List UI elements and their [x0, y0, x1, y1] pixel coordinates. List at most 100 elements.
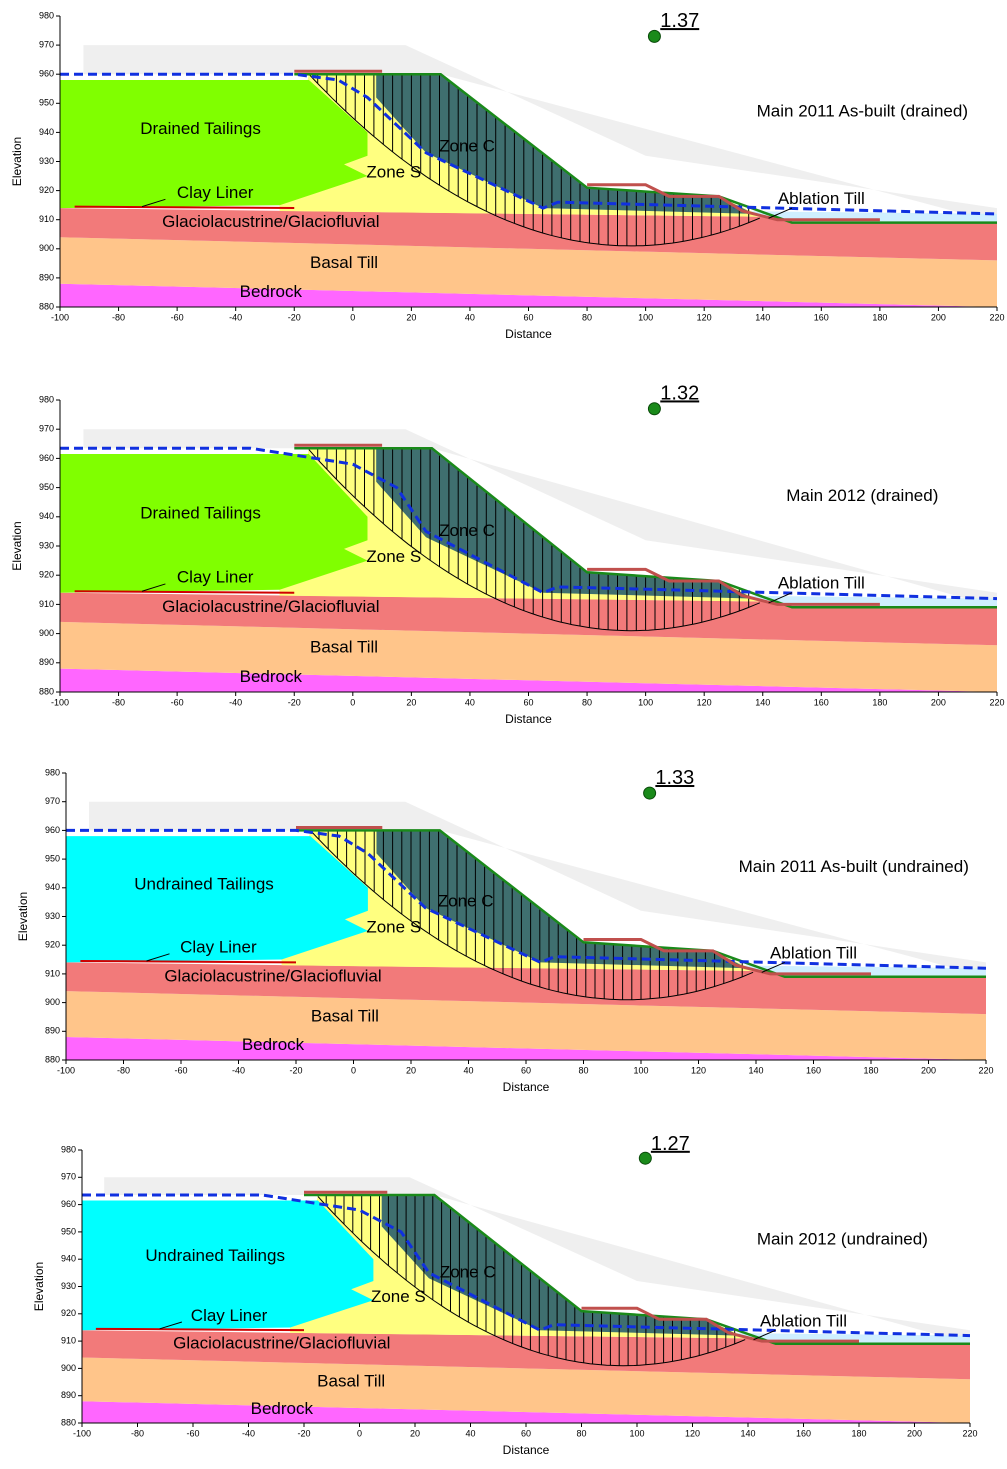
y-tick-label: 890 — [39, 657, 54, 667]
y-tick-label: 980 — [45, 767, 60, 777]
y-tick-label: 950 — [39, 482, 54, 492]
x-tick-label: -40 — [242, 1428, 255, 1438]
x-tick-label: -20 — [288, 312, 301, 322]
x-tick-label: 220 — [989, 312, 1004, 322]
x-tick-label: 160 — [806, 1065, 821, 1075]
x-tick-label: -40 — [229, 697, 242, 707]
slip-center — [644, 787, 656, 799]
layer-label: Clay Liner — [177, 568, 254, 587]
layer-label: Zone C — [439, 136, 495, 155]
x-tick-label: 40 — [465, 697, 475, 707]
y-axis-label: Elevation — [10, 137, 24, 186]
x-tick-label: 20 — [410, 1428, 420, 1438]
x-tick-label: 60 — [521, 1065, 531, 1075]
layer-label: Zone C — [439, 521, 495, 540]
y-tick-label: 910 — [39, 214, 54, 224]
x-tick-label: 80 — [582, 697, 592, 707]
x-tick-label: 200 — [921, 1065, 936, 1075]
layer-label: Basal Till — [310, 638, 378, 657]
x-tick-label: -20 — [288, 697, 301, 707]
layer-label: Bedrock — [240, 282, 303, 301]
layer-label: Clay Liner — [191, 1306, 268, 1325]
y-tick-label: 970 — [45, 796, 60, 806]
y-tick-label: 950 — [61, 1226, 76, 1236]
y-tick-label: 910 — [61, 1335, 76, 1345]
layer-label: Zone S — [366, 547, 421, 566]
layer-label: Zone C — [438, 892, 494, 911]
x-tick-label: 40 — [465, 312, 475, 322]
x-tick-label: 120 — [697, 312, 712, 322]
y-tick-label: 920 — [39, 185, 54, 195]
x-tick-label: 200 — [931, 312, 946, 322]
x-tick-label: 80 — [582, 312, 592, 322]
layer-label: Drained Tailings — [140, 503, 261, 522]
x-tick-label: 180 — [851, 1428, 866, 1438]
factor-of-safety: 1.33 — [655, 767, 694, 789]
y-tick-label: 970 — [61, 1172, 76, 1182]
y-tick-label: 910 — [45, 968, 60, 978]
x-tick-label: 100 — [633, 1065, 648, 1075]
layer-label: Zone C — [440, 1262, 496, 1281]
x-tick-label: -100 — [73, 1428, 91, 1438]
slip-center — [648, 30, 660, 42]
x-tick-label: 200 — [931, 697, 946, 707]
layer-label: Glaciolacustrine/Glaciofluvial — [162, 212, 379, 231]
y-tick-label: 980 — [39, 394, 54, 404]
x-tick-label: -80 — [131, 1428, 144, 1438]
y-tick-label: 890 — [45, 1026, 60, 1036]
y-tick-label: 960 — [61, 1199, 76, 1209]
x-tick-label: 160 — [796, 1428, 811, 1438]
x-tick-label: 180 — [872, 697, 887, 707]
y-tick-label: 900 — [61, 1363, 76, 1373]
x-tick-label: 20 — [406, 1065, 416, 1075]
x-tick-label: 140 — [748, 1065, 763, 1075]
layer-label: Zone S — [366, 163, 421, 182]
x-tick-label: 60 — [523, 697, 533, 707]
x-tick-label: 120 — [685, 1428, 700, 1438]
x-tick-label: -100 — [57, 1065, 75, 1075]
y-tick-label: 940 — [39, 127, 54, 137]
x-tick-label: -20 — [297, 1428, 310, 1438]
y-tick-label: 900 — [39, 628, 54, 638]
clay-liner — [80, 961, 296, 962]
y-tick-label: 900 — [39, 243, 54, 253]
y-tick-label: 880 — [61, 1417, 76, 1427]
x-tick-label: 20 — [406, 697, 416, 707]
x-tick-label: 80 — [576, 1428, 586, 1438]
y-tick-label: 950 — [39, 98, 54, 108]
factor-of-safety: 1.37 — [660, 10, 699, 32]
panel: -100-80-60-40-20020406080100120140160180… — [10, 10, 1004, 341]
y-tick-label: 960 — [39, 453, 54, 463]
y-axis-label: Elevation — [32, 1262, 46, 1311]
panel: -100-80-60-40-20020406080100120140160180… — [16, 767, 993, 1094]
y-tick-label: 980 — [39, 10, 54, 20]
x-tick-label: 100 — [638, 312, 653, 322]
x-tick-label: 120 — [691, 1065, 706, 1075]
layer-label: Ablation Till — [760, 1311, 847, 1330]
x-tick-label: 220 — [978, 1065, 993, 1075]
x-tick-label: 140 — [740, 1428, 755, 1438]
x-tick-label: 140 — [755, 697, 770, 707]
x-tick-label: -40 — [229, 312, 242, 322]
layer-label: Basal Till — [310, 253, 378, 272]
x-tick-label: 60 — [521, 1428, 531, 1438]
x-tick-label: -60 — [171, 697, 184, 707]
layer-label: Bedrock — [242, 1035, 305, 1054]
clay-liner — [75, 207, 295, 208]
layer-label: Ablation Till — [778, 189, 865, 208]
x-axis-label: Distance — [505, 712, 552, 726]
layer-label: Clay Liner — [180, 938, 257, 957]
y-tick-label: 980 — [61, 1144, 76, 1154]
x-tick-label: 100 — [638, 697, 653, 707]
layer-label: Zone S — [371, 1287, 426, 1306]
y-tick-label: 920 — [61, 1308, 76, 1318]
y-tick-label: 970 — [39, 39, 54, 49]
x-tick-label: -60 — [186, 1428, 199, 1438]
x-axis-label: Distance — [503, 1443, 550, 1457]
y-tick-label: 890 — [61, 1390, 76, 1400]
x-tick-label: 140 — [755, 312, 770, 322]
y-tick-label: 940 — [39, 511, 54, 521]
y-tick-label: 930 — [39, 540, 54, 550]
layer-label: Clay Liner — [177, 183, 254, 202]
layer-label: Undrained Tailings — [145, 1246, 285, 1265]
